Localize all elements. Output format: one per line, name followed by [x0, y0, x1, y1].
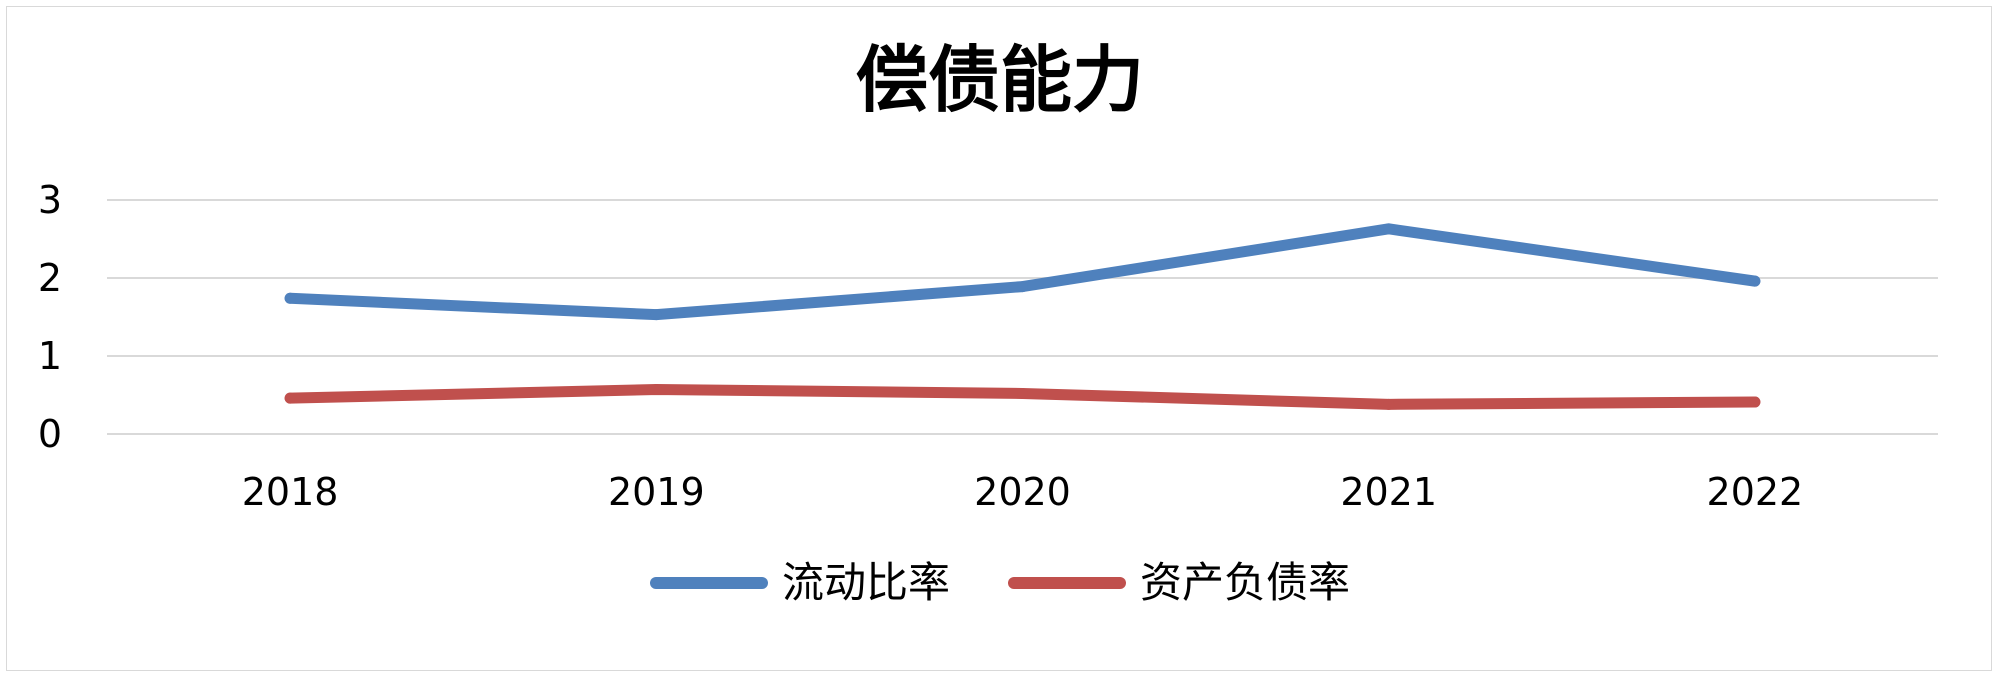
legend-entry: 流动比率: [649, 558, 950, 607]
x-axis-ticks: 2018 2019 2020 2021 2022: [242, 470, 1804, 514]
data-point: [1749, 396, 1761, 408]
y-axis-ticks: 0 1 2 3: [38, 178, 62, 456]
y-tick-label: 1: [38, 334, 62, 378]
data-point: [650, 309, 662, 321]
x-tick-label: 2018: [242, 470, 339, 514]
x-tick-label: 2022: [1707, 470, 1804, 514]
chart-title: 偿债能力: [855, 38, 1144, 122]
series-line-0: [284, 223, 1761, 321]
y-tick-label: 3: [38, 178, 62, 222]
legend-swatch: [649, 577, 768, 589]
legend-label: 资产负债率: [1140, 558, 1351, 607]
legend-entry: 资产负债率: [1008, 562, 1350, 604]
chart-frame: [6, 6, 1992, 671]
legend: 流动比率 资产负债率: [0, 562, 2000, 604]
data-point: [1749, 275, 1761, 287]
x-tick-label: 2019: [608, 470, 705, 514]
gridlines: [107, 199, 1938, 435]
y-tick-label: 0: [38, 412, 62, 456]
legend-swatch: [1008, 577, 1126, 589]
y-tick-label: 2: [38, 256, 62, 300]
data-point: [1383, 223, 1395, 235]
data-point: [650, 384, 662, 396]
x-tick-label: 2021: [1340, 470, 1437, 514]
data-point: [284, 392, 296, 404]
x-tick-label: 2020: [974, 470, 1071, 514]
data-point: [1017, 281, 1028, 293]
legend-label: 流动比率: [781, 558, 950, 607]
data-point: [1017, 387, 1028, 399]
data-point: [284, 292, 296, 304]
series-lines: [284, 223, 1761, 410]
data-point: [1383, 398, 1395, 410]
